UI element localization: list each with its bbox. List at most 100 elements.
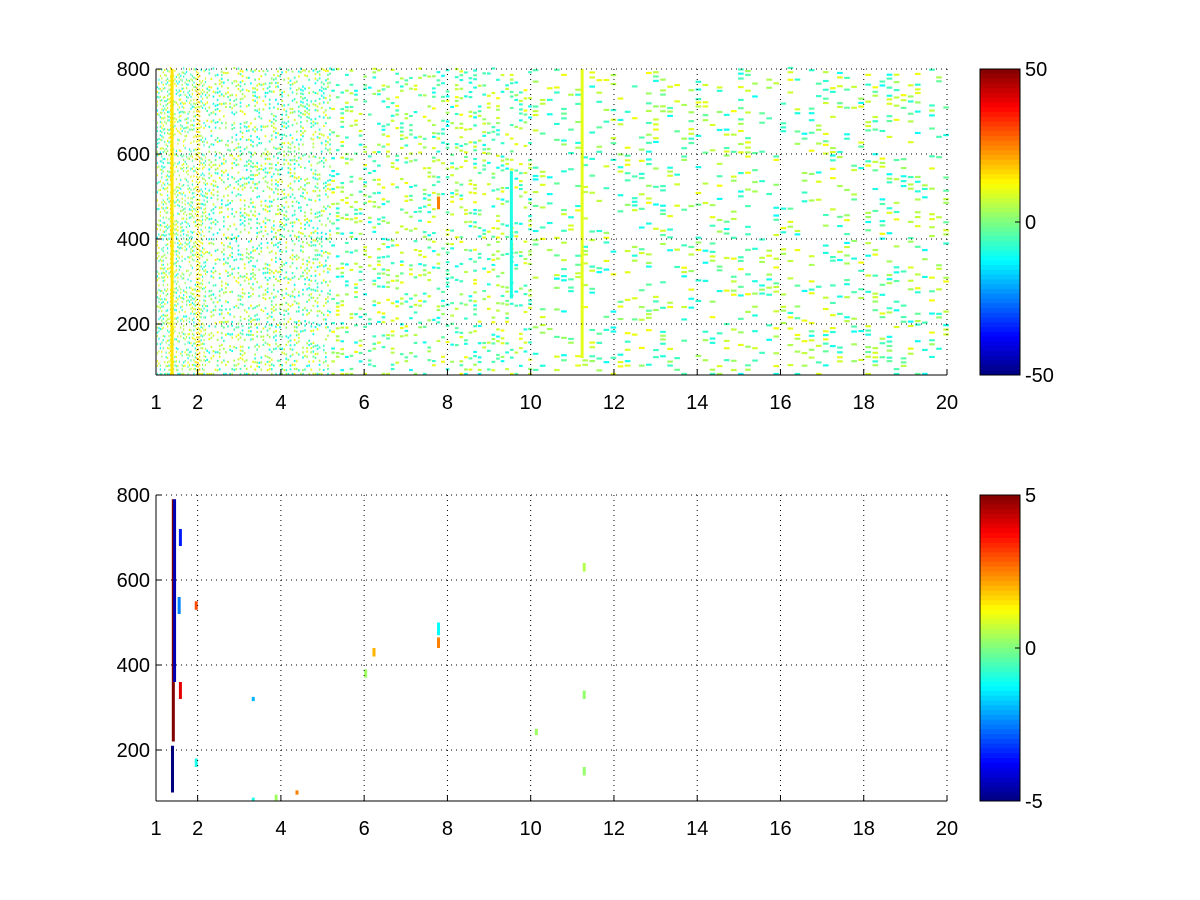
heatmap-cell <box>624 364 631 367</box>
heatmap-cell <box>193 245 195 248</box>
heatmap-cell <box>164 276 166 279</box>
heatmap-cell <box>196 198 198 201</box>
heatmap-cell <box>200 343 202 346</box>
heatmap-cell <box>752 95 758 98</box>
heatmap-cell <box>178 111 180 114</box>
heatmap-cell <box>532 326 539 329</box>
heatmap-cell <box>561 275 567 278</box>
heatmap-cell <box>468 220 473 223</box>
heatmap-cell <box>239 109 242 113</box>
heatmap-cell <box>287 358 290 361</box>
heatmap-cell <box>161 224 163 227</box>
heatmap-cell <box>181 217 183 220</box>
heatmap-cell <box>185 348 188 351</box>
heatmap-cell <box>505 224 509 227</box>
heatmap-cell <box>709 300 716 303</box>
heatmap-cell <box>258 212 261 216</box>
heatmap-cell <box>617 97 624 100</box>
heatmap-cell <box>212 184 215 187</box>
heatmap-cell <box>801 352 808 355</box>
heatmap-cell <box>320 159 323 163</box>
heatmap-cell <box>248 330 250 333</box>
heatmap-cell <box>264 222 267 225</box>
heatmap-cell <box>168 200 170 203</box>
heatmap-cell <box>202 326 204 329</box>
heatmap-cell <box>194 115 196 118</box>
heatmap-cell <box>202 84 204 87</box>
heatmap-cell <box>254 357 256 360</box>
heatmap-cell <box>327 326 329 329</box>
heatmap-cell <box>759 238 765 241</box>
heatmap-cell <box>168 70 170 73</box>
heatmap-cell <box>367 363 372 366</box>
heatmap-cell <box>427 211 432 214</box>
heatmap-cell <box>709 341 716 344</box>
heatmap-cell <box>422 273 427 276</box>
heatmap-cell <box>210 77 213 81</box>
heatmap-cell <box>175 355 177 359</box>
heatmap-cell <box>206 349 209 352</box>
heatmap-cell <box>304 215 306 218</box>
heatmap-cell <box>266 333 269 337</box>
heatmap-cell <box>293 158 296 161</box>
heatmap-cell <box>258 69 261 73</box>
heatmap-cell <box>418 274 422 277</box>
heatmap-cell <box>196 323 198 326</box>
heatmap-cell <box>327 364 329 367</box>
heatmap-cell <box>381 133 386 136</box>
heatmap-cell <box>450 200 454 203</box>
heatmap-cell <box>279 331 281 334</box>
heatmap-cell <box>738 86 744 89</box>
heatmap-cell <box>738 129 744 133</box>
heatmap-cell <box>314 289 317 292</box>
heatmap-cell <box>716 86 723 89</box>
heatmap-cell <box>277 173 279 176</box>
heatmap-cell <box>158 204 160 207</box>
heatmap-cell <box>858 358 864 362</box>
heatmap-cell <box>546 176 553 179</box>
heatmap-cell <box>175 296 177 299</box>
heatmap-cell <box>220 343 223 346</box>
heatmap-cell <box>653 71 659 74</box>
heatmap-cell <box>156 342 159 345</box>
heatmap-cell <box>283 154 286 157</box>
heatmap-cell <box>496 122 500 125</box>
heatmap-cell <box>395 167 400 170</box>
heatmap-cell <box>667 106 673 110</box>
heatmap-cell <box>239 303 242 306</box>
heatmap-cell <box>390 119 395 122</box>
heatmap-cell <box>681 339 688 342</box>
heatmap-cell <box>695 98 702 101</box>
heatmap-cell <box>162 238 164 241</box>
heatmap-cell <box>395 300 400 303</box>
heatmap-cell <box>210 289 213 292</box>
heatmap-cell <box>295 160 298 163</box>
heatmap-cell <box>187 238 189 242</box>
heatmap-cell <box>184 338 186 341</box>
heatmap-cell <box>256 218 258 221</box>
heatmap-cell <box>200 134 202 137</box>
heatmap-cell <box>295 267 298 270</box>
heatmap-cell <box>308 372 311 376</box>
heatmap-cell <box>203 307 205 310</box>
heatmap-cell <box>268 98 271 101</box>
heatmap-cell <box>181 354 183 357</box>
heatmap-cell <box>709 224 716 227</box>
heatmap-cell <box>505 368 509 371</box>
heatmap-cell <box>277 180 279 183</box>
heatmap-cell <box>156 130 159 133</box>
heatmap-cell <box>252 128 254 131</box>
heatmap-cell <box>413 111 418 114</box>
heatmap-cell <box>794 112 801 115</box>
heatmap-cell <box>237 163 240 166</box>
heatmap-cell <box>197 101 199 104</box>
heatmap-cell <box>340 340 345 343</box>
heatmap-cell <box>427 75 432 78</box>
heatmap-cell <box>304 218 306 221</box>
heatmap-cell <box>688 204 695 208</box>
heatmap-cell <box>322 313 325 316</box>
heatmap-cell <box>505 167 509 170</box>
heatmap-cell <box>188 354 191 357</box>
heatmap-cell <box>202 101 204 105</box>
heatmap-cell <box>367 200 372 203</box>
